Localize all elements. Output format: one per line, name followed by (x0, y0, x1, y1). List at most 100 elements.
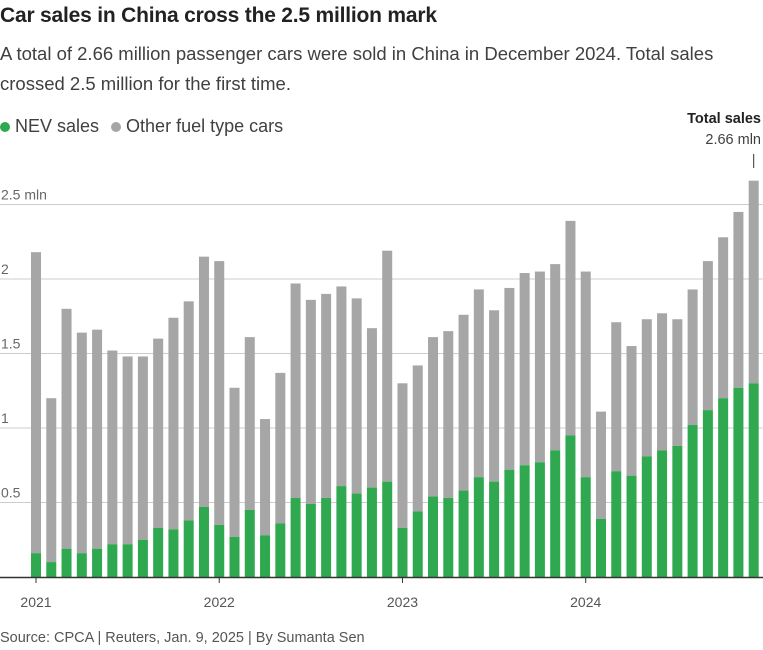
bar-other (565, 220, 576, 436)
bar-other (214, 261, 225, 525)
bar-other (244, 337, 255, 510)
y-tick-label: 2 (1, 261, 9, 277)
bar-nev (519, 465, 530, 577)
x-tick-label: 2022 (204, 594, 235, 610)
bar-nev (92, 548, 103, 577)
legend-item-other: Other fuel type cars (111, 116, 283, 137)
bar-nev (443, 498, 454, 577)
bar-nev (366, 487, 377, 577)
bar-other (107, 350, 118, 545)
bar-nev (137, 539, 148, 577)
bar-other (473, 289, 484, 478)
y-tick-label: 1 (1, 410, 9, 426)
y-tick-label: 1.5 (1, 336, 21, 352)
bar-nev (76, 553, 87, 577)
bar-other (412, 365, 423, 512)
bar-nev (382, 481, 393, 577)
bar-nev (489, 481, 500, 577)
bar-other (687, 289, 698, 426)
bar-nev (168, 529, 179, 577)
bar-nev (153, 527, 164, 577)
bar-other (550, 264, 561, 451)
bar-nev (565, 435, 576, 577)
bar-nev (336, 486, 347, 577)
bar-other (718, 237, 729, 399)
legend-other-swatch (111, 121, 122, 132)
bar-other (321, 293, 332, 499)
bar-nev (473, 477, 484, 577)
bar-other (626, 346, 637, 476)
bar-nev (351, 493, 362, 577)
bar-other (168, 317, 179, 530)
bar-nev (657, 450, 668, 577)
bar-other (428, 337, 439, 497)
bar-other (611, 322, 622, 472)
bar-nev (122, 544, 133, 577)
bar-nev (198, 506, 209, 577)
bar-nev (412, 511, 423, 577)
bar-nev (504, 469, 515, 577)
bar-nev (229, 536, 240, 577)
bar-other (260, 419, 271, 536)
bar-other (275, 372, 286, 524)
bar-other (580, 271, 591, 478)
bar-nev (275, 523, 286, 577)
bar-nev (397, 527, 408, 577)
bar-other (183, 301, 194, 521)
total-sales-annotation-value: 2.66 mln (705, 132, 761, 148)
bar-other (748, 180, 759, 384)
x-tick-label: 2023 (387, 594, 418, 610)
bar-other (366, 328, 377, 488)
bar-other (519, 273, 530, 466)
bar-nev (534, 462, 545, 577)
bar-nev (214, 524, 225, 577)
bar-other (489, 310, 500, 482)
bar-other (443, 331, 454, 499)
bar-other (61, 308, 72, 549)
y-tick-label: 2.5 mln (1, 187, 47, 203)
bar-other (397, 383, 408, 528)
bar-other (198, 256, 209, 507)
bar-other (153, 338, 164, 528)
bar-nev (672, 445, 683, 577)
bar-other (92, 329, 103, 549)
bar-nev (595, 518, 606, 577)
bar-nev (46, 562, 57, 577)
legend-nev-label: NEV sales (15, 116, 100, 136)
legend-other-label: Other fuel type cars (126, 116, 284, 136)
bar-other (76, 332, 87, 554)
bar-nev (611, 471, 622, 577)
total-sales-annotation-title: Total sales (687, 111, 761, 127)
bar-nev (702, 410, 713, 577)
bar-other (305, 299, 316, 504)
chart-subtitle: A total of 2.66 million passenger cars w… (0, 43, 714, 94)
bar-nev (244, 509, 255, 577)
bar-nev (107, 544, 118, 577)
bar-nev (550, 450, 561, 577)
bar-nev (321, 498, 332, 577)
bar-other (657, 313, 668, 451)
bar-nev (31, 553, 41, 577)
bar-other (702, 261, 713, 411)
bar-nev (733, 387, 744, 577)
bar-other (290, 283, 301, 499)
legend-nev-swatch (0, 121, 10, 132)
bar-nev (305, 503, 316, 577)
bar-other (31, 252, 41, 554)
bar-nev (458, 490, 469, 577)
chart-title: Car sales in China cross the 2.5 million… (0, 4, 437, 27)
bar-nev (290, 498, 301, 577)
bar-other (336, 286, 347, 487)
legend-item-nev: NEV sales (0, 116, 99, 137)
bar-other (672, 319, 683, 446)
bar-other (504, 287, 515, 470)
y-tick-label: 0.5 (1, 485, 21, 501)
bar-other (534, 271, 545, 463)
bar-nev (183, 520, 194, 577)
bar-nev (428, 496, 439, 577)
bar-other (382, 250, 393, 482)
bar-other (137, 356, 148, 540)
x-tick-label: 2024 (570, 594, 601, 610)
bar-other (595, 411, 606, 519)
